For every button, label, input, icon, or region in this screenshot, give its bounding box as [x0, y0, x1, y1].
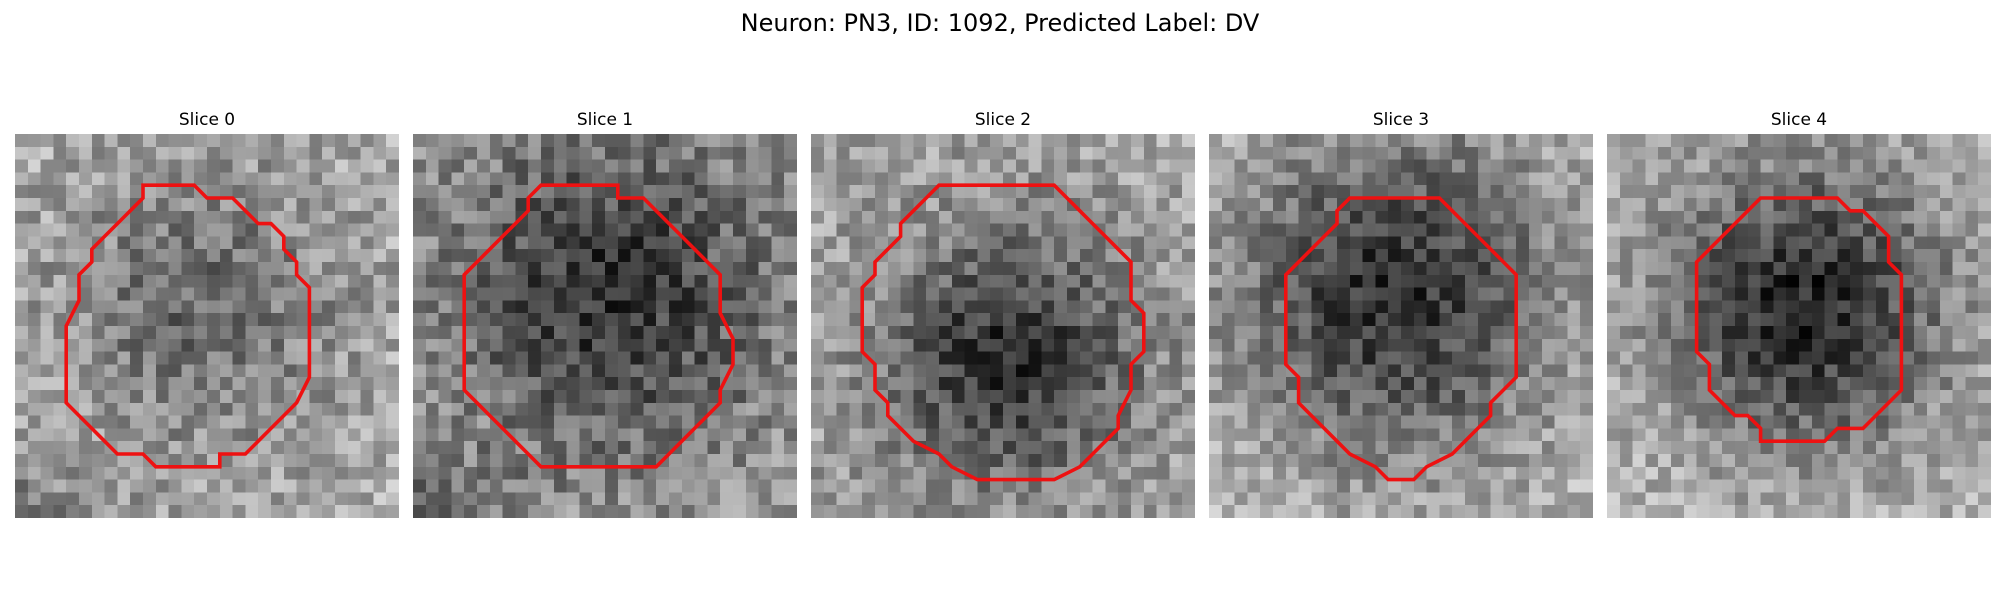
slice-title-1: Slice 1 — [413, 110, 797, 130]
slice-image-3 — [1209, 134, 1593, 518]
figure-title: Neuron: PN3, ID: 1092, Predicted Label: … — [0, 8, 2000, 38]
slice-image-0 — [15, 134, 399, 518]
slice-title-4: Slice 4 — [1607, 110, 1991, 130]
slice-title-2: Slice 2 — [811, 110, 1195, 130]
slice-panel-0: Slice 0 — [15, 110, 399, 130]
slice-image-2 — [811, 134, 1195, 518]
slice-panel-1: Slice 1 — [413, 110, 797, 130]
slice-panel-4: Slice 4 — [1607, 110, 1991, 130]
slice-title-0: Slice 0 — [15, 110, 399, 130]
slice-panel-2: Slice 2 — [811, 110, 1195, 130]
slice-image-4 — [1607, 134, 1991, 518]
slice-title-3: Slice 3 — [1209, 110, 1593, 130]
slice-image-1 — [413, 134, 797, 518]
slice-panel-3: Slice 3 — [1209, 110, 1593, 130]
